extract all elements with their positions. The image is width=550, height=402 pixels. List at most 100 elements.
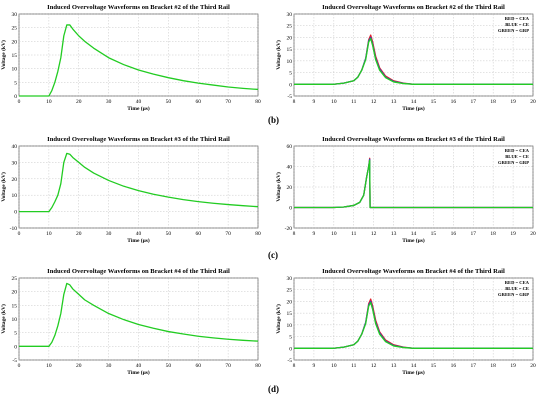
y-tick-label: 30	[287, 12, 293, 18]
x-tick-label: 18	[490, 231, 496, 237]
x-tick-label: 13	[391, 99, 397, 105]
y-axis-label: Voltage (kV)	[0, 304, 7, 334]
legend-entry: GREEN = GRP	[498, 28, 529, 33]
series-line	[19, 152, 259, 213]
y-tick-label: 5	[14, 331, 17, 337]
y-tick-label: 20	[287, 35, 293, 41]
x-tick-label: 40	[136, 231, 142, 237]
x-tick-label: 60	[196, 363, 202, 369]
legend-entry: GREEN = GRP	[498, 292, 529, 297]
chart-title: Induced Overvoltage Waveforms on Bracket…	[322, 268, 505, 275]
y-tick-label: -5	[287, 358, 292, 364]
x-axis-label: Time (μs)	[402, 105, 425, 112]
chart-svg: Induced Overvoltage Waveforms on Bracket…	[0, 4, 261, 112]
x-axis-label: Time (μs)	[402, 237, 425, 244]
y-tick-label: 15	[12, 303, 18, 309]
x-tick-label: 16	[451, 99, 457, 105]
x-axis-label: Time (μs)	[127, 369, 150, 376]
chart-svg: Induced Overvoltage Waveforms on Bracket…	[275, 268, 536, 376]
y-axis-label: Voltage (kV)	[275, 304, 282, 334]
x-tick-label: 17	[471, 363, 477, 369]
x-tick-label: 70	[225, 231, 231, 237]
x-tick-label: 9	[313, 231, 316, 237]
y-tick-label: -10	[10, 226, 18, 232]
chart-svg: Induced Overvoltage Waveforms on Bracket…	[0, 136, 261, 244]
chart-title: Induced Overvoltage Waveforms on Bracket…	[322, 136, 505, 143]
y-tick-label: 30	[12, 160, 18, 166]
x-tick-label: 80	[255, 99, 261, 105]
chart-title: Induced Overvoltage Waveforms on Bracket…	[47, 4, 230, 11]
chart-title: Induced Overvoltage Waveforms on Bracket…	[47, 136, 230, 143]
x-tick-label: 11	[351, 99, 357, 105]
x-axis-label: Time (μs)	[127, 237, 150, 244]
x-tick-label: 14	[411, 231, 417, 237]
x-axis-label: Time (μs)	[402, 369, 425, 376]
x-tick-label: 80	[255, 231, 261, 237]
legend-entry: BLUE = CE	[505, 286, 529, 291]
y-tick-label: 15	[287, 47, 293, 53]
chart-bracket3-zoom: Induced Overvoltage Waveforms on Bracket…	[275, 132, 550, 250]
y-tick-label: -5	[12, 358, 17, 364]
caption-b: (b)	[268, 115, 279, 125]
plot-area	[18, 145, 259, 229]
x-tick-label: 17	[471, 231, 477, 237]
series-line	[294, 37, 533, 85]
y-tick-label: 30	[12, 12, 18, 18]
series-line	[294, 301, 533, 349]
x-tick-label: 16	[451, 363, 457, 369]
caption-c: (c)	[268, 250, 278, 260]
x-tick-label: 30	[106, 99, 112, 105]
y-tick-label: 40	[287, 165, 293, 171]
x-tick-label: 0	[18, 363, 21, 369]
x-tick-label: 8	[293, 363, 296, 369]
x-tick-label: 9	[313, 99, 316, 105]
x-tick-label: 10	[331, 99, 337, 105]
y-tick-label: 30	[287, 276, 293, 282]
x-tick-label: 50	[166, 231, 172, 237]
y-tick-label: 5	[14, 80, 17, 86]
y-tick-label: 15	[12, 53, 18, 59]
x-tick-label: 13	[391, 231, 397, 237]
y-tick-label: 5	[289, 71, 292, 77]
x-tick-label: 18	[490, 363, 496, 369]
x-tick-label: 15	[431, 231, 437, 237]
x-tick-label: 8	[293, 231, 296, 237]
y-axis-label: Voltage (kV)	[275, 40, 282, 70]
x-tick-label: 14	[411, 363, 417, 369]
plot-area	[293, 277, 534, 361]
y-tick-label: 10	[12, 193, 18, 199]
chart-bracket2-zoom: Induced Overvoltage Waveforms on Bracket…	[275, 0, 550, 118]
y-tick-label: 0	[289, 346, 292, 352]
x-tick-label: 0	[18, 99, 21, 105]
y-tick-label: 20	[12, 39, 18, 45]
y-tick-label: 25	[287, 24, 293, 30]
chart-title: Induced Overvoltage Waveforms on Bracket…	[47, 268, 230, 275]
x-tick-label: 60	[196, 99, 202, 105]
chart-bracket2-full: Induced Overvoltage Waveforms on Bracket…	[0, 0, 275, 118]
x-tick-label: 10	[46, 99, 52, 105]
y-axis-label: Voltage (kV)	[0, 172, 7, 202]
x-tick-label: 80	[255, 363, 261, 369]
chart-svg: Induced Overvoltage Waveforms on Bracket…	[275, 136, 536, 244]
x-tick-label: 19	[510, 363, 516, 369]
x-tick-label: 17	[471, 99, 477, 105]
x-tick-label: 9	[313, 363, 316, 369]
chart-bracket4-full: Induced Overvoltage Waveforms on Bracket…	[0, 264, 275, 382]
legend-entry: RED = CEA	[505, 280, 530, 285]
caption-d: (d)	[268, 384, 279, 394]
chart-svg: Induced Overvoltage Waveforms on Bracket…	[275, 4, 536, 112]
y-tick-label: 10	[287, 59, 293, 65]
chart-bracket3-full: Induced Overvoltage Waveforms on Bracket…	[0, 132, 275, 250]
x-tick-label: 15	[431, 363, 437, 369]
x-tick-label: 20	[530, 363, 536, 369]
y-tick-label: 10	[12, 67, 18, 73]
y-tick-label: 60	[287, 144, 293, 150]
x-tick-label: 15	[431, 99, 437, 105]
x-tick-label: 50	[166, 99, 172, 105]
x-tick-label: 16	[451, 231, 457, 237]
x-tick-label: 10	[331, 231, 337, 237]
x-tick-label: 14	[411, 99, 417, 105]
y-tick-label: 0	[14, 210, 17, 216]
y-tick-label: 25	[287, 288, 293, 294]
y-tick-label: 25	[12, 26, 18, 32]
